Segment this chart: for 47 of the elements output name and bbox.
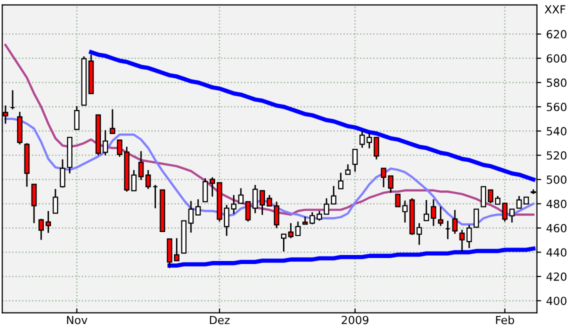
candlestick [195, 198, 201, 216]
y-tick-label: 440 [546, 248, 566, 257]
y-tick-label: 400 [546, 296, 566, 306]
x-tick-label: Nov [67, 316, 88, 324]
candlestick [74, 105, 80, 130]
candlestick [430, 198, 436, 227]
candlestick [452, 209, 458, 234]
candlestick [138, 150, 144, 181]
y-tick-label: 460 [546, 224, 566, 232]
candlestick [345, 164, 351, 175]
y-tick-label: 420 [546, 272, 566, 281]
x-tick-label: Dez [210, 316, 230, 324]
y-tick-label: 580 [546, 78, 566, 87]
candlestick [402, 200, 408, 224]
candlestick [459, 229, 465, 252]
candlestick [31, 184, 37, 224]
line-series [89, 50, 536, 182]
candlestick [424, 199, 430, 222]
candlestick [245, 200, 251, 222]
candlestick [52, 188, 58, 214]
candlestick [295, 220, 301, 236]
y-tick-label: 560 [546, 102, 566, 112]
candlestick [480, 186, 486, 208]
x-tick-label: 2009 [342, 316, 368, 324]
line-series [167, 246, 536, 268]
candlestick [188, 200, 194, 234]
candlestick [145, 169, 151, 190]
y-tick-label: 620 [546, 30, 566, 38]
candlestick [352, 148, 358, 172]
y-tick-label: 480 [546, 200, 566, 208]
candlestick [338, 172, 344, 190]
y-tick-label: 600 [546, 54, 566, 63]
candlestick [474, 208, 479, 228]
candlestick [110, 108, 116, 134]
candlestick [395, 194, 401, 208]
candlestick [509, 208, 515, 224]
candlestick [274, 200, 280, 229]
y-tick-label: 520 [546, 151, 566, 160]
text: XXF [544, 5, 566, 14]
candlestick [438, 206, 444, 227]
candlestick [324, 198, 330, 215]
candlestick [466, 224, 472, 249]
y-tick-label: 540 [546, 126, 566, 136]
y-tick-label: 500 [546, 175, 566, 184]
x-tick-label: Feb [496, 316, 514, 324]
candlestick [60, 158, 66, 188]
candlestick [330, 185, 336, 205]
